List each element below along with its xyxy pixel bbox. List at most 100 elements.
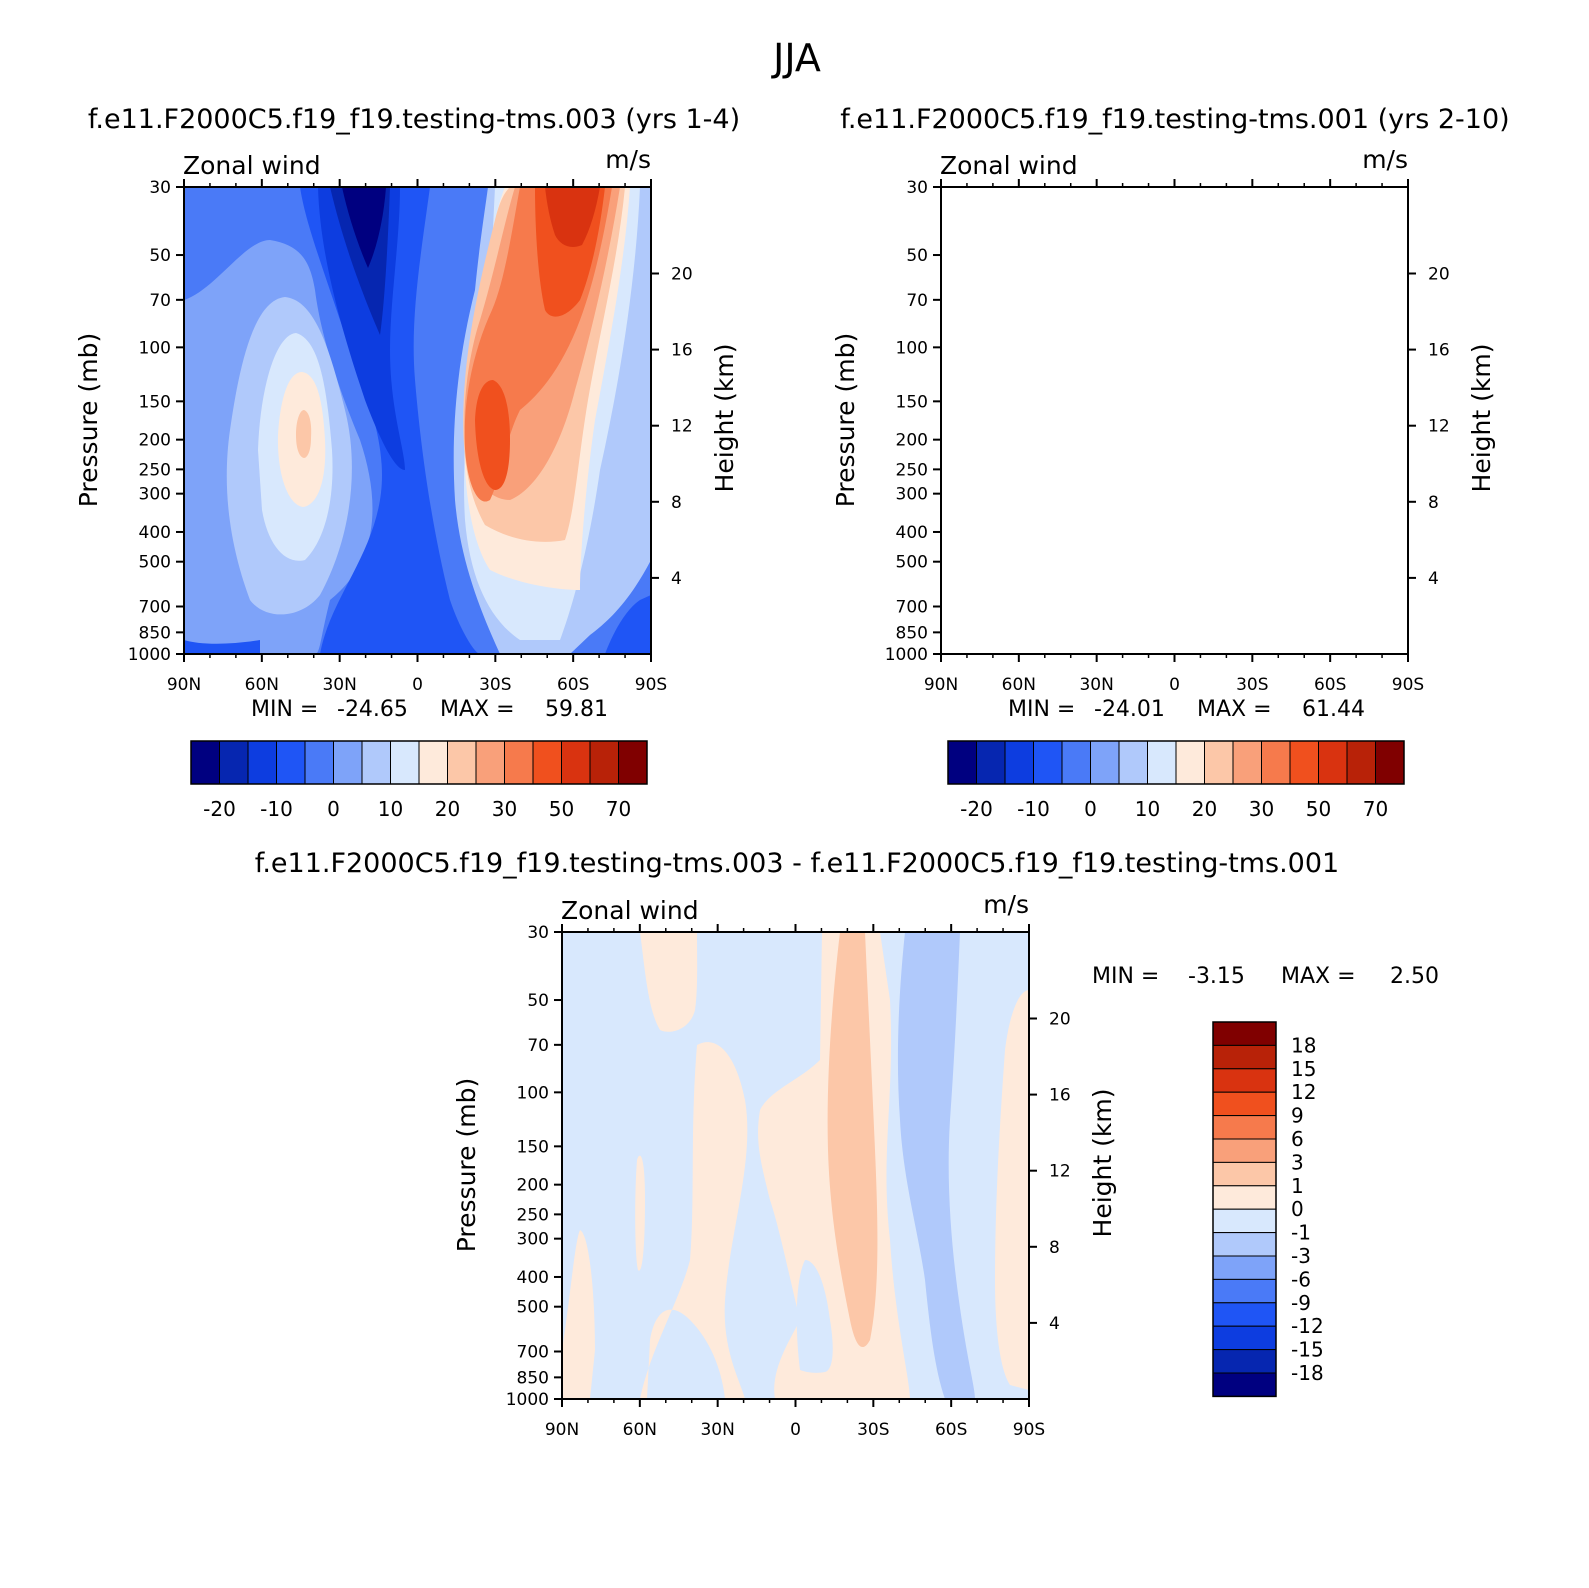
colorbar-swatch [1212,1349,1277,1374]
contour-fill-blue-east-bottom [1362,595,1408,654]
contour-fill-peach-spot [1053,405,1069,458]
y2-tick-label: 8 [1428,493,1439,513]
panel-c-left-label: Zonal wind [561,896,699,925]
x-tick-label: 90N [167,675,201,695]
y-tick-label: 1000 [506,1390,549,1410]
y2-tick-label: 16 [1049,1086,1071,1106]
panel-top-right: f.e11.F2000C5.f19_f19.testing-tms.001 (y… [831,104,1510,821]
panel-a-right-label: m/s [605,145,651,174]
panel-b-right-label: m/s [1362,145,1408,174]
contour-fill-dark-red [545,187,600,247]
x-tick-label: 0 [1169,675,1180,695]
colorbar-label: -9 [1291,1291,1311,1315]
colorbar-swatch [1090,740,1120,785]
colorbar-label: 10 [378,797,403,821]
y-tick-label: 30 [906,178,928,198]
panel-a-axes: 90N 60N 30N 0 30S 60S 90S 30 50 70 100 150 200 250 300… [128,178,693,695]
x-tick-label: 60N [1002,675,1036,695]
colorbar-swatch [333,740,363,785]
x-tick-label: 30S [1236,675,1268,695]
contour-fill-peach-east [1220,187,1382,542]
panel-b-ylabel: Pressure (mb) [831,333,860,507]
y-tick-label: 700 [517,1342,549,1362]
colorbar-swatch [1289,740,1319,785]
panel-c-axes: 90N 60N 30N 0 30S 60S 90S 30 50 70 100 150 200 250 300… [506,923,1071,1440]
colorbar-label: 6 [1291,1127,1304,1151]
colorbar-swatch [1004,740,1034,785]
panel-difference: f.e11.F2000C5.f19_f19.testing-tms.003 - … [255,848,1439,1440]
y-tick-label: 200 [896,431,928,451]
panel-a-min-label: MIN = [251,697,318,722]
colorbar-label: 12 [1291,1080,1316,1104]
colorbar-label: 15 [1291,1057,1316,1081]
colorbar-swatch [390,740,420,785]
colorbar-swatch [1147,740,1177,785]
y2-tick-label: 4 [1428,569,1439,589]
y-tick-label: 300 [896,485,928,505]
y-tick-label: 100 [517,1083,549,1103]
colorbar-swatch [1346,740,1376,785]
y2-tick-label: 4 [671,569,682,589]
colorbar-swatch [618,740,648,785]
colorbar-label: 1 [1291,1174,1304,1198]
panel-top-left: f.e11.F2000C5.f19_f19.testing-tms.003 (y… [74,104,740,821]
colorbar-swatch [532,740,562,785]
x-tick-label: 0 [412,675,423,695]
panel-c-max-value: 2.50 [1390,964,1439,989]
colorbar-label: 30 [1249,797,1274,821]
colorbar-swatch [1212,1255,1277,1280]
panel-c-min-label: MIN = [1092,964,1159,989]
x-tick-label: 30S [857,1420,889,1440]
contour-fill-navy [342,187,386,268]
x-tick-label: 60S [935,1420,967,1440]
x-tick-label: 90S [1392,675,1424,695]
y-tick-label: 300 [517,1230,549,1250]
panel-c-title: f.e11.F2000C5.f19_f19.testing-tms.003 - … [255,848,1339,879]
x-tick-label: 90N [545,1420,579,1440]
panel-a-max-value: 59.81 [545,697,608,722]
contour-fill-pale-blue [984,297,1109,614]
colorbar-swatch [1212,1044,1277,1070]
colorbar-label: 3 [1291,1150,1304,1174]
colorbar-label: 18 [1291,1033,1316,1057]
y2-tick-label: 16 [671,341,693,361]
y2-tick-label: 12 [671,417,693,437]
y-tick-label: 850 [896,623,928,643]
contour-fill-light-east [1221,187,1397,640]
y-tick-label: 50 [527,991,549,1011]
x-tick-label: 60S [1314,675,1346,695]
colorbar-swatch [247,740,277,785]
colorbar-label: 10 [1135,797,1160,821]
panel-b-min-label: MIN = [1008,697,1075,722]
y2-tick-label: 8 [671,493,682,513]
y-tick-label: 850 [517,1368,549,1388]
contour-fill-cream-band-1 [640,932,698,1032]
colorbar-label: -12 [1291,1314,1324,1338]
contour-fill-cream-west [562,1230,595,1399]
page-title: JJA [771,36,821,80]
y-tick-label: 30 [149,178,171,198]
colorbar-label: -18 [1291,1361,1324,1385]
contour-fill-peach-spot [296,410,312,458]
panel-a-y2label: Height (km) [710,344,739,493]
y-tick-label: 70 [906,291,928,311]
y-tick-label: 700 [139,597,171,617]
colorbar-swatch [1212,1115,1277,1140]
x-tick-label: 90N [924,675,958,695]
colorbar-swatch [1175,740,1205,785]
panel-b-frame [940,186,1409,655]
y-tick-label: 50 [906,246,928,266]
colorbar-label: 0 [1084,797,1097,821]
panel-b-colorbar: -20 -10 0 10 20 30 50 70 [947,740,1405,821]
contour-fill-red-orange-core [1232,388,1265,480]
colorbar-label: 0 [327,797,340,821]
contour-fill-cream-east [1221,187,1387,590]
contour-fill-blue [1057,187,1237,654]
x-tick-label: 90S [1013,1420,1045,1440]
y-tick-label: 500 [896,553,928,573]
colorbar-label: 70 [1363,797,1388,821]
contour-fill-pale-blue-band [897,932,975,1399]
contour-fill-cream [1035,372,1082,507]
